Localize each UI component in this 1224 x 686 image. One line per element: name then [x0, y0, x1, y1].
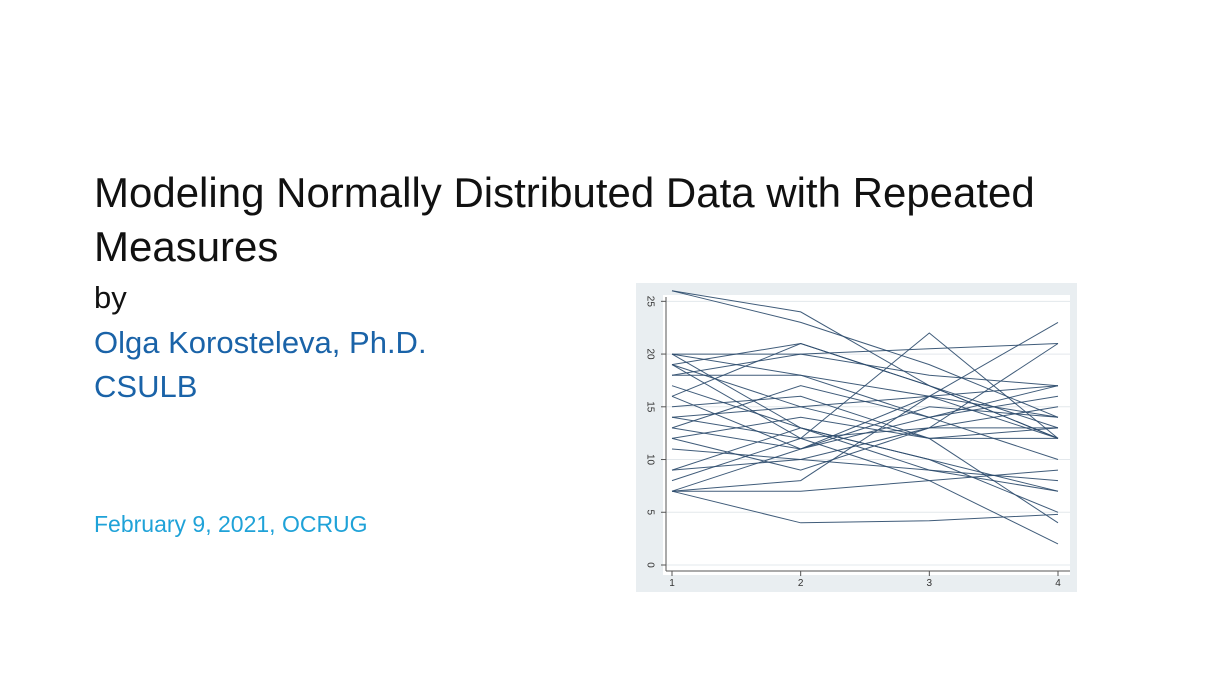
axes: [661, 297, 1070, 576]
x-tick-label: 4: [1055, 578, 1061, 589]
series-line: [671, 395, 1059, 439]
series-line: [672, 469, 1059, 492]
x-tick-label: 3: [927, 578, 933, 589]
series-line: [671, 353, 1059, 513]
series-line: [671, 448, 1059, 492]
y-tick-label: 5: [644, 509, 655, 515]
plot-area: [663, 295, 1070, 575]
y-tick-label: 25: [644, 296, 655, 308]
x-tick-label: 2: [798, 578, 804, 589]
by-label: by: [94, 280, 127, 315]
author-name: Olga Korosteleva, Ph.D.: [94, 325, 427, 360]
series-line: [671, 343, 1059, 376]
spaghetti-line-chart: 0 5 10 15 20 25 1 2 3 4: [636, 283, 1077, 592]
series-line: [671, 416, 1058, 439]
x-tick-label: 1: [669, 578, 675, 589]
y-tick-label: 15: [644, 401, 655, 413]
series-line: [671, 385, 1059, 450]
series-line: [671, 321, 1059, 492]
grid-lines: [666, 300, 1070, 566]
series-line: [671, 490, 1059, 524]
series-line: [671, 395, 1059, 439]
slide-title-line-1: Modeling Normally Distributed Data with …: [94, 169, 1035, 216]
slide-title-line-2: Measures: [94, 223, 279, 270]
series-line: [671, 395, 1059, 492]
author-affiliation: CSULB: [94, 369, 198, 404]
slide-title: Modeling Normally Distributed Data with …: [94, 166, 1174, 274]
series-lines: [671, 290, 1059, 545]
y-tick-label: 10: [644, 454, 655, 466]
y-tick-label: 0: [644, 562, 655, 568]
presentation-date: February 9, 2021, OCRUG: [94, 511, 368, 537]
y-tick-label: 20: [644, 349, 655, 361]
tick-labels: 0 5 10 15 20 25 1 2 3 4: [644, 296, 1061, 589]
